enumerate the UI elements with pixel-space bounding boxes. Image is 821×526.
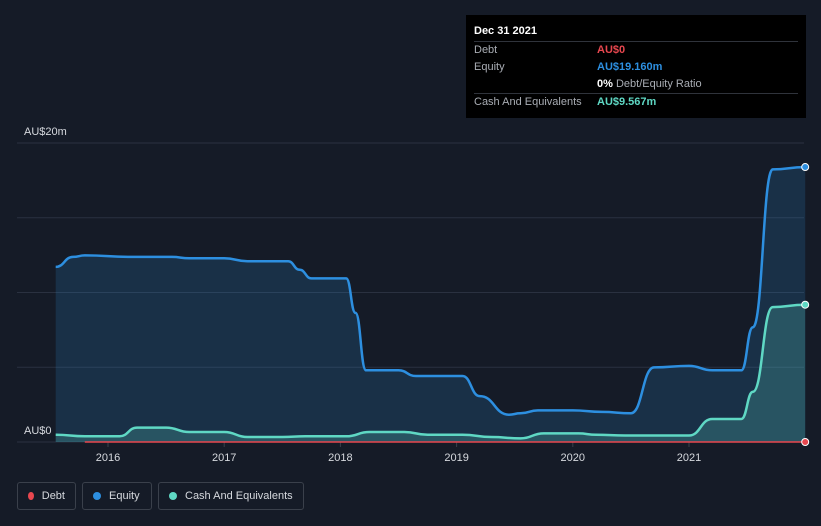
legend-dot-icon bbox=[169, 492, 177, 500]
tooltip-label: Equity bbox=[474, 61, 505, 73]
x-tick-label: 2020 bbox=[561, 452, 585, 464]
series-areas bbox=[55, 167, 806, 442]
tooltip-row-debt: Debt AU$0 bbox=[474, 41, 798, 59]
tooltip-label bbox=[474, 76, 597, 93]
equity-area bbox=[55, 167, 806, 442]
series-lines bbox=[55, 165, 806, 443]
legend-dot-icon bbox=[28, 492, 34, 500]
legend-item-cash[interactable]: Cash And Equivalents bbox=[158, 482, 304, 510]
cash-and-equivalents-end-point bbox=[801, 300, 810, 309]
x-tick-label: 2016 bbox=[96, 452, 120, 464]
tooltip-value: 0% Debt/Equity Ratio bbox=[597, 76, 702, 93]
tooltip-row-cash: Cash And Equivalents AU$9.567m bbox=[474, 93, 798, 111]
tooltip-label: Debt bbox=[474, 44, 498, 56]
legend-dot-icon bbox=[93, 492, 101, 500]
tooltip-date: Dec 31 2021 bbox=[474, 25, 537, 37]
y-tick-label-max: AU$20m bbox=[24, 126, 67, 138]
ratio-value: 0% bbox=[597, 78, 613, 90]
x-tick-labels: 2016 2017 2018 2019 2020 2021 bbox=[96, 452, 701, 464]
x-tick-label: 2017 bbox=[212, 452, 236, 464]
cash-and-equivalents-line bbox=[55, 303, 806, 440]
legend-label: Equity bbox=[109, 490, 140, 502]
legend-label: Cash And Equivalents bbox=[185, 490, 293, 502]
debt-end-point bbox=[801, 438, 810, 446]
y-tick-label-zero: AU$0 bbox=[24, 425, 52, 437]
tooltip-value: AU$9.567m bbox=[597, 96, 657, 108]
tooltip-panel: Dec 31 2021 Debt AU$0 Equity AU$19.160m … bbox=[466, 15, 806, 118]
x-tick-label: 2019 bbox=[444, 452, 468, 464]
tooltip-row-equity: Equity AU$19.160m bbox=[474, 59, 798, 76]
legend-item-equity[interactable]: Equity bbox=[82, 482, 152, 510]
tooltip-label: Cash And Equivalents bbox=[474, 96, 582, 108]
tooltip-value: AU$0 bbox=[597, 44, 626, 56]
cash-and-equivalents-area bbox=[55, 304, 806, 442]
legend-item-debt[interactable]: Debt bbox=[17, 482, 76, 510]
tooltip-row-ratio: 0% Debt/Equity Ratio bbox=[474, 76, 798, 93]
series-end-markers bbox=[801, 163, 810, 446]
equity-line bbox=[55, 165, 806, 416]
ratio-label: Debt/Equity Ratio bbox=[615, 78, 702, 90]
x-tick-label: 2018 bbox=[328, 452, 352, 464]
tooltip-value: AU$19.160m bbox=[597, 61, 663, 73]
x-tick-label: 2021 bbox=[677, 452, 701, 464]
equity-end-point bbox=[801, 163, 810, 172]
legend-label: Debt bbox=[41, 490, 65, 502]
